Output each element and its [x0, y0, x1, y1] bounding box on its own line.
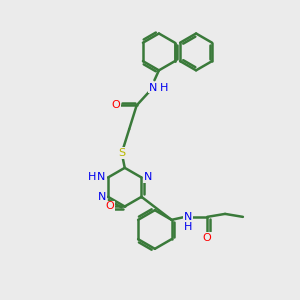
Text: O: O [105, 202, 114, 212]
Text: O: O [203, 233, 212, 243]
Text: N: N [144, 172, 152, 182]
Text: H: H [88, 172, 97, 182]
Text: S: S [118, 148, 125, 158]
Text: N: N [184, 212, 192, 222]
Text: N: N [149, 82, 157, 93]
Text: N: N [97, 172, 106, 182]
Text: O: O [111, 100, 120, 110]
Text: H: H [184, 222, 192, 232]
Text: H: H [160, 82, 169, 93]
Text: N: N [98, 192, 106, 202]
